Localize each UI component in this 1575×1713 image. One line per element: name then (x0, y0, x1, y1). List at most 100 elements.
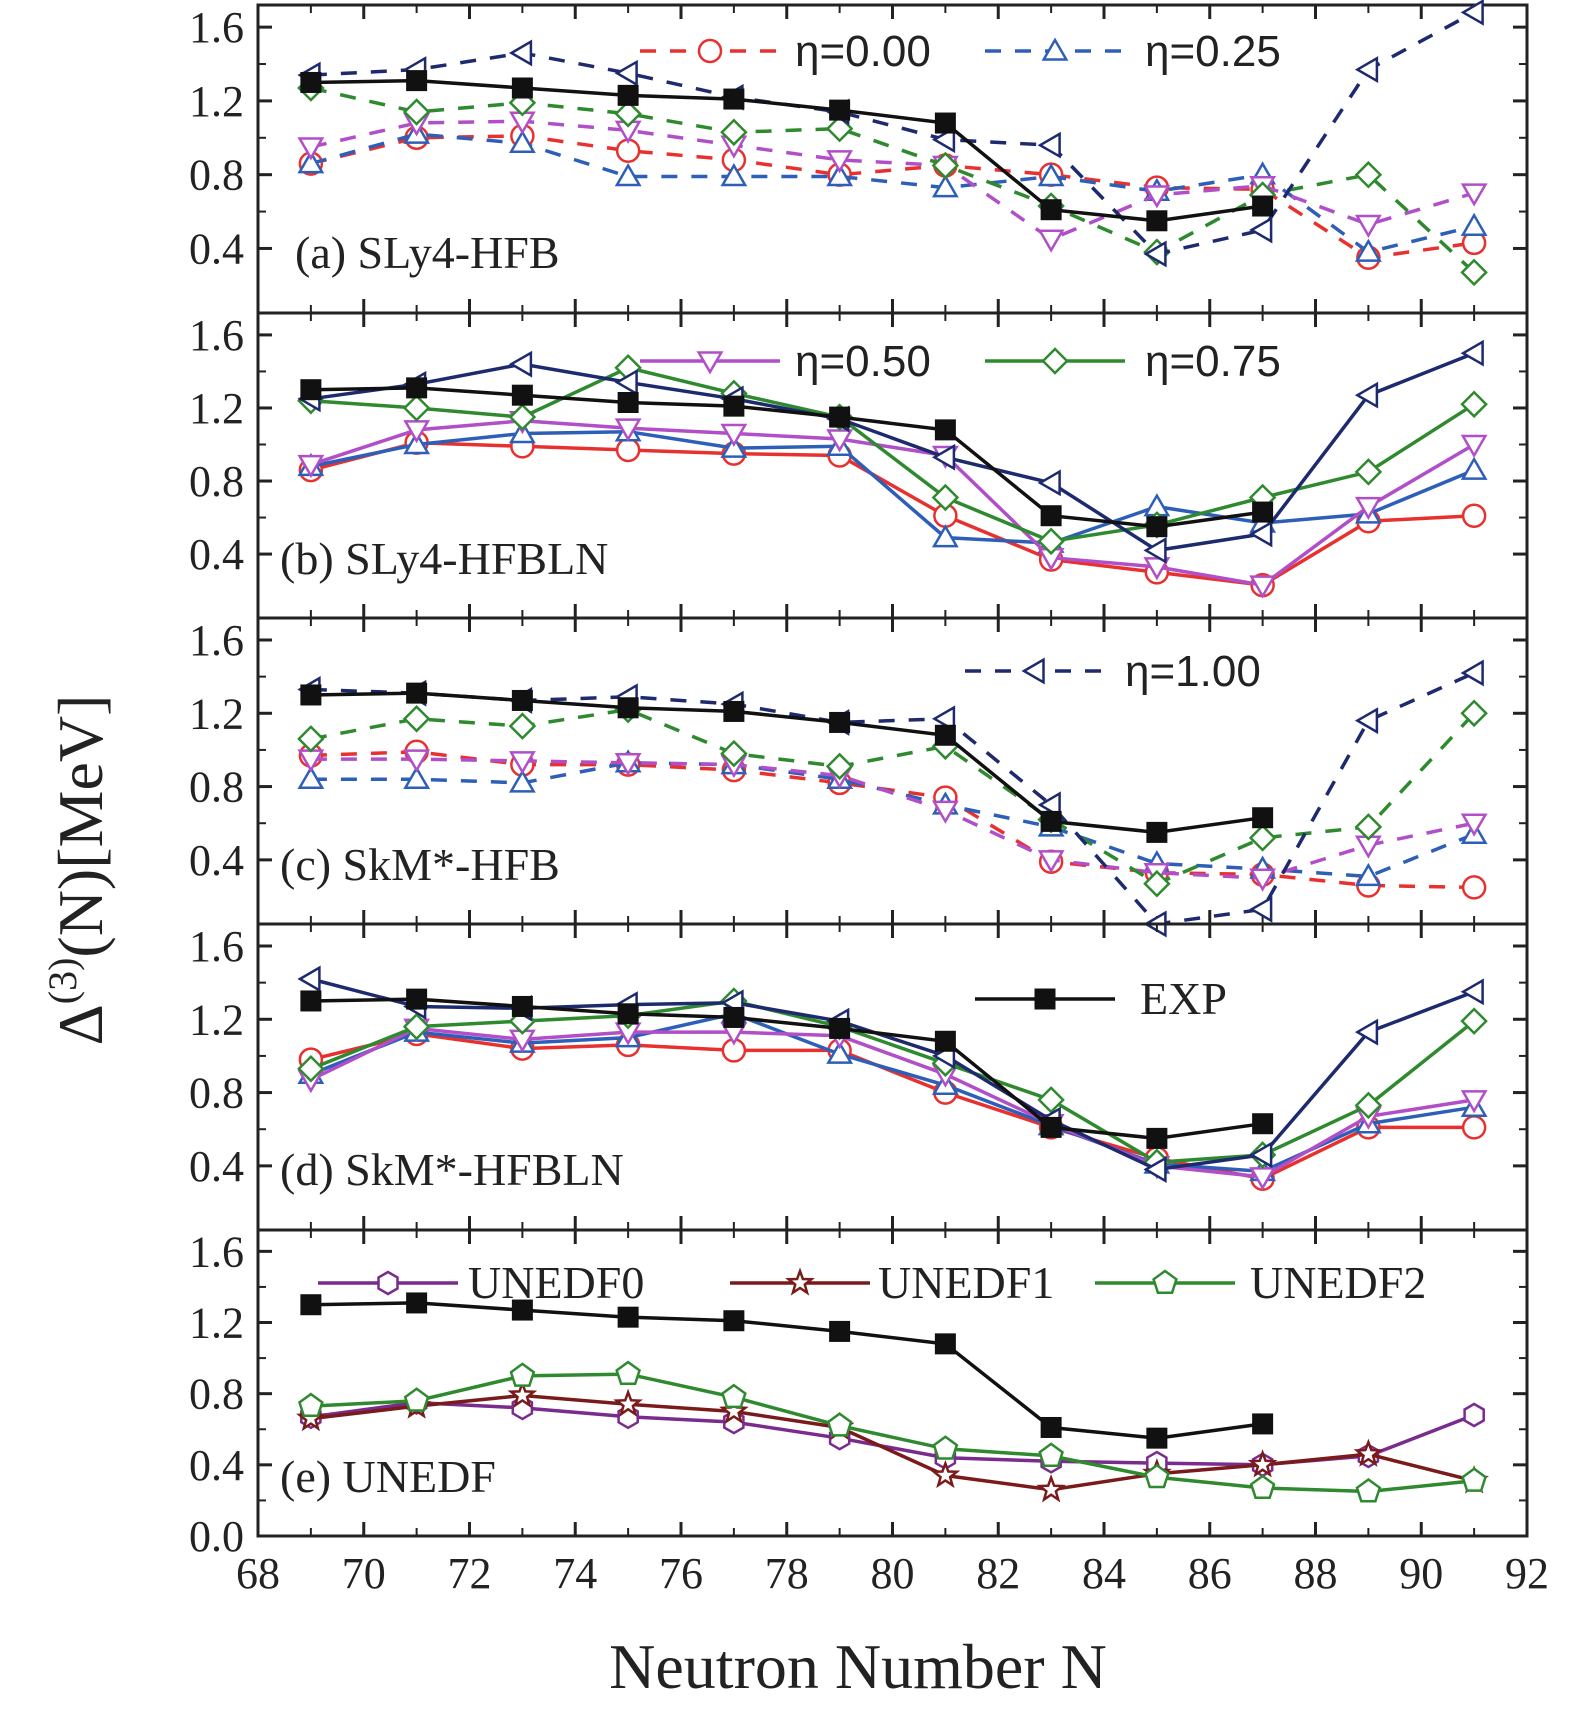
data-point (826, 162, 854, 187)
data-point (720, 423, 748, 448)
data-point (1037, 791, 1061, 819)
data-point (934, 419, 956, 441)
panel-c: 0.4 0.8 1.2 1.6 η=1.00 (c) SkM*-HFB (189, 616, 1529, 938)
data-point (829, 1320, 851, 1342)
series-unedf1-line (310, 1393, 1475, 1492)
legend-marker (1034, 988, 1056, 1010)
data-point (825, 752, 854, 781)
data-point (723, 395, 745, 417)
legend-label: UNEDF1 (878, 1257, 1054, 1308)
data-point (1354, 56, 1379, 83)
series-eta000-line (310, 1032, 1475, 1181)
data-point (297, 725, 325, 753)
data-point (508, 712, 537, 740)
data-point (1252, 1413, 1274, 1435)
data-point (614, 753, 642, 777)
data-point (1037, 131, 1061, 159)
data-point (1247, 1449, 1278, 1478)
data-point (723, 1310, 745, 1332)
data-point (1460, 183, 1488, 207)
x-tick-label: 92 (1505, 1549, 1549, 1598)
data-point (615, 437, 641, 463)
data-point (1252, 807, 1274, 829)
data-point (1037, 469, 1061, 497)
series-eta075-line (310, 707, 1476, 886)
y-tick-label: 1.6 (189, 1227, 244, 1276)
data-point (1461, 1467, 1487, 1492)
data-point (511, 384, 533, 406)
panel-b-label: (b) SLy4-HFBLN (280, 533, 608, 584)
y-axis-title-main: Δ (45, 1004, 116, 1045)
data-point (1461, 503, 1487, 528)
legend-entry-exp: EXP (975, 973, 1227, 1024)
y-tick-label: 0.4 (189, 1142, 244, 1191)
y-tick-label: 1.6 (189, 922, 244, 971)
y-tick-label: 0.8 (189, 1069, 244, 1118)
data-point (613, 1388, 643, 1418)
data-point (402, 1012, 431, 1041)
data-point (1146, 1127, 1168, 1149)
data-point (1354, 1018, 1379, 1046)
y-tick-label: 1.6 (189, 311, 244, 360)
legend-label: η=0.00 (795, 27, 931, 76)
data-point (826, 1412, 853, 1437)
data-point (403, 749, 431, 773)
legend-entry-eta050: η=0.50 (640, 337, 931, 386)
data-point (508, 350, 533, 378)
data-point (719, 1395, 749, 1425)
x-tick-label: 86 (1188, 1549, 1232, 1598)
data-point (508, 129, 536, 154)
series-eta075-line (310, 999, 1476, 1164)
data-point (1463, 1402, 1485, 1428)
series-eta100 (297, 659, 1484, 938)
data-point (931, 705, 956, 733)
data-point (931, 151, 960, 180)
series-eta000-line (310, 440, 1475, 587)
data-point (298, 1392, 324, 1418)
data-point (614, 59, 638, 87)
data-point (1354, 1091, 1383, 1120)
data-point (406, 682, 428, 704)
data-point (617, 697, 639, 719)
data-point (300, 1294, 322, 1316)
data-point (1460, 339, 1484, 367)
data-point (1146, 516, 1168, 538)
svg-text:Δ(3)(N)[MeV]: Δ(3)(N)[MeV] (40, 695, 116, 1046)
data-point (1460, 434, 1488, 459)
data-point (934, 1030, 956, 1052)
panel-d: 0.4 0.8 1.2 1.6 EXP (d) SkM*-HFBLN (189, 922, 1529, 1232)
series-eta050 (297, 411, 1488, 599)
series-eta050-line (310, 119, 1475, 242)
data-point (1460, 978, 1484, 1006)
data-point (934, 1333, 956, 1355)
data-point (1460, 212, 1488, 237)
y-tick-label: 1.2 (189, 1299, 244, 1348)
data-point (1354, 707, 1379, 735)
data-point (508, 39, 533, 67)
x-tick-label: 76 (659, 1549, 703, 1598)
y-tick-label: 0.4 (189, 530, 244, 579)
x-tick-label: 84 (1082, 1549, 1126, 1598)
data-point (931, 126, 956, 154)
data-point (1249, 575, 1277, 599)
data-point (1249, 1474, 1276, 1499)
panel-b: 0.4 0.8 1.2 1.6 η=0.50 η=0.75 (b) SLy4-HFBLN (189, 311, 1529, 620)
data-point (1460, 258, 1488, 287)
series-exp-line (310, 1301, 1263, 1440)
data-point (1036, 1474, 1066, 1503)
panel-a: 0.4 0.8 1.2 1.6 η=0.00 η=0.25 (a) SLy4-HFB (189, 0, 1529, 315)
series-eta025 (297, 418, 1488, 553)
data-point (1460, 813, 1488, 837)
data-point (721, 1383, 747, 1409)
series-eta075-line (310, 365, 1476, 544)
series-unedf2-line (310, 1372, 1475, 1494)
data-point (1143, 240, 1167, 268)
legend-label: UNEDF2 (1250, 1257, 1426, 1308)
panel-d-label: (d) SkM*-HFBLN (280, 1144, 624, 1195)
legend-entry-eta025: η=0.25 (985, 27, 1281, 76)
data-point (297, 965, 321, 993)
series-exp-line (310, 386, 1263, 529)
data-point (1249, 216, 1273, 244)
data-point (1461, 1115, 1487, 1140)
